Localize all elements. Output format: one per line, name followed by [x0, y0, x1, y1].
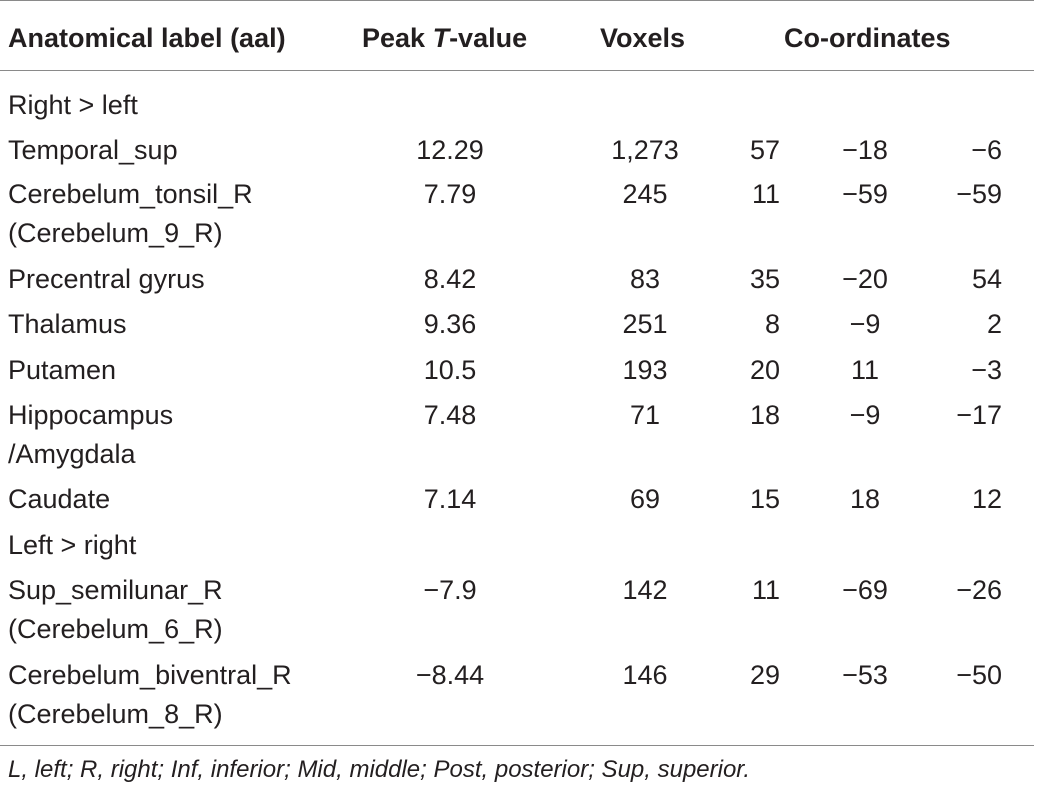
row-peak-t-value: 8.42 — [423, 264, 477, 294]
row-label-continued: (Cerebelum_8_R) — [8, 699, 223, 729]
row-coord-y: −9 — [849, 400, 881, 430]
row-voxels: 1,273 — [611, 135, 679, 165]
row-label: Putamen — [8, 355, 117, 385]
row-peak-t-value: 7.14 — [423, 484, 477, 514]
row-coord-x: 18 — [749, 400, 780, 430]
row-label-continued: (Cerebelum_9_R) — [8, 218, 223, 248]
row-coord-x: 29 — [749, 660, 780, 690]
row-label: Caudate — [8, 484, 111, 514]
row-peak-t-value: 9.36 — [423, 309, 477, 339]
header-peak-italic: T — [432, 23, 450, 53]
row-label: Temporal_sup — [8, 135, 178, 165]
row-label-continued: (Cerebelum_6_R) — [8, 614, 223, 644]
header-bottom-rule — [0, 70, 1034, 71]
row-coord-z: 2 — [986, 309, 1002, 339]
row-label: Thalamus — [8, 309, 127, 339]
row-voxels: 142 — [622, 575, 668, 605]
row-coord-y: −59 — [842, 179, 888, 209]
row-coord-z: −59 — [956, 179, 1002, 209]
row-coord-y: −9 — [849, 309, 881, 339]
row-coord-x: 20 — [749, 355, 780, 385]
header-peak-suffix: -value — [449, 23, 528, 53]
row-voxels: 83 — [629, 264, 661, 294]
row-coord-y: −20 — [842, 264, 888, 294]
row-coord-z: −17 — [956, 400, 1002, 430]
row-label: Precentral gyrus — [8, 264, 205, 294]
row-coord-y: 11 — [850, 355, 880, 385]
row-voxels: 71 — [629, 400, 661, 430]
row-coord-y: −69 — [842, 575, 888, 605]
row-coord-x: 11 — [751, 179, 780, 209]
row-coord-x: 57 — [749, 135, 780, 165]
row-coord-z: −26 — [956, 575, 1002, 605]
header-label: Anatomical label (aal) — [8, 23, 286, 53]
row-coord-x: 8 — [764, 309, 780, 339]
row-peak-t-value: 10.5 — [423, 355, 477, 385]
row-label: Hippocampus — [8, 400, 174, 430]
row-coord-x: 11 — [751, 575, 780, 605]
row-label: Cerebelum_biventral_R — [8, 660, 292, 690]
row-peak-t-value: 12.29 — [416, 135, 484, 165]
section-title: Right > left — [8, 90, 138, 120]
row-coord-z: 12 — [971, 484, 1002, 514]
header-peak-t-value: Peak T-value — [362, 21, 527, 55]
row-voxels: 251 — [622, 309, 668, 339]
row-coord-x: 35 — [749, 264, 780, 294]
row-peak-t-value: −7.9 — [423, 575, 477, 605]
row-coord-z: −6 — [971, 135, 1002, 165]
row-coord-z: 54 — [971, 264, 1002, 294]
header-coordinates: Co-ordinates — [784, 23, 951, 53]
row-peak-t-value: 7.48 — [423, 400, 477, 430]
row-peak-t-value: −8.44 — [415, 660, 485, 690]
row-label: Sup_semilunar_R — [8, 575, 223, 605]
row-label-continued: /Amygdala — [8, 439, 136, 469]
header-peak-prefix: Peak — [362, 23, 433, 53]
footnote: L, left; R, right; Inf, inferior; Mid, m… — [8, 756, 751, 783]
row-peak-t-value: 7.79 — [423, 179, 477, 209]
table-bottom-rule — [0, 745, 1034, 746]
table-top-rule — [0, 0, 1034, 1]
row-coord-z: −50 — [956, 660, 1002, 690]
section-title: Left > right — [8, 530, 137, 560]
row-voxels: 146 — [622, 660, 668, 690]
row-voxels: 193 — [622, 355, 668, 385]
row-voxels: 69 — [629, 484, 661, 514]
row-coord-x: 15 — [749, 484, 780, 514]
header-voxels: Voxels — [600, 23, 686, 53]
row-coord-y: −53 — [842, 660, 888, 690]
row-label: Cerebelum_tonsil_R — [8, 179, 253, 209]
row-coord-y: −18 — [842, 135, 888, 165]
row-coord-y: 18 — [849, 484, 881, 514]
row-coord-z: −3 — [971, 355, 1002, 385]
row-voxels: 245 — [622, 179, 668, 209]
